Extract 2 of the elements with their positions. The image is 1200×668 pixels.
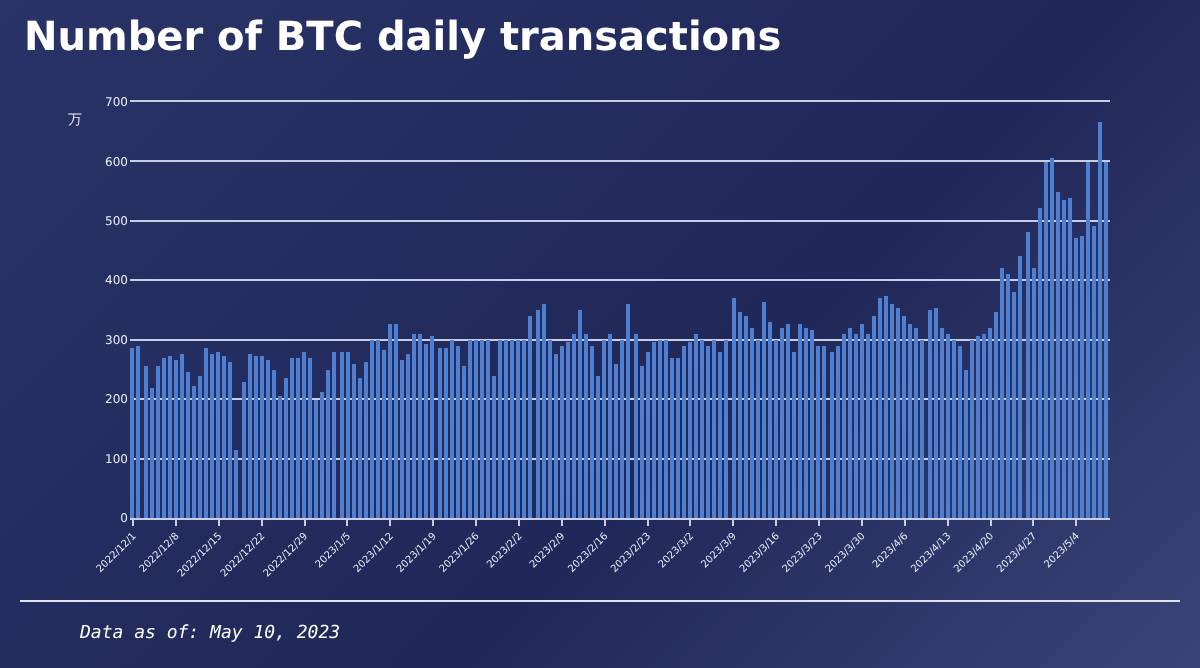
chart-title: Number of BTC daily transactions — [24, 12, 782, 60]
text: Data as of: May 10, 2023 — [80, 624, 341, 644]
